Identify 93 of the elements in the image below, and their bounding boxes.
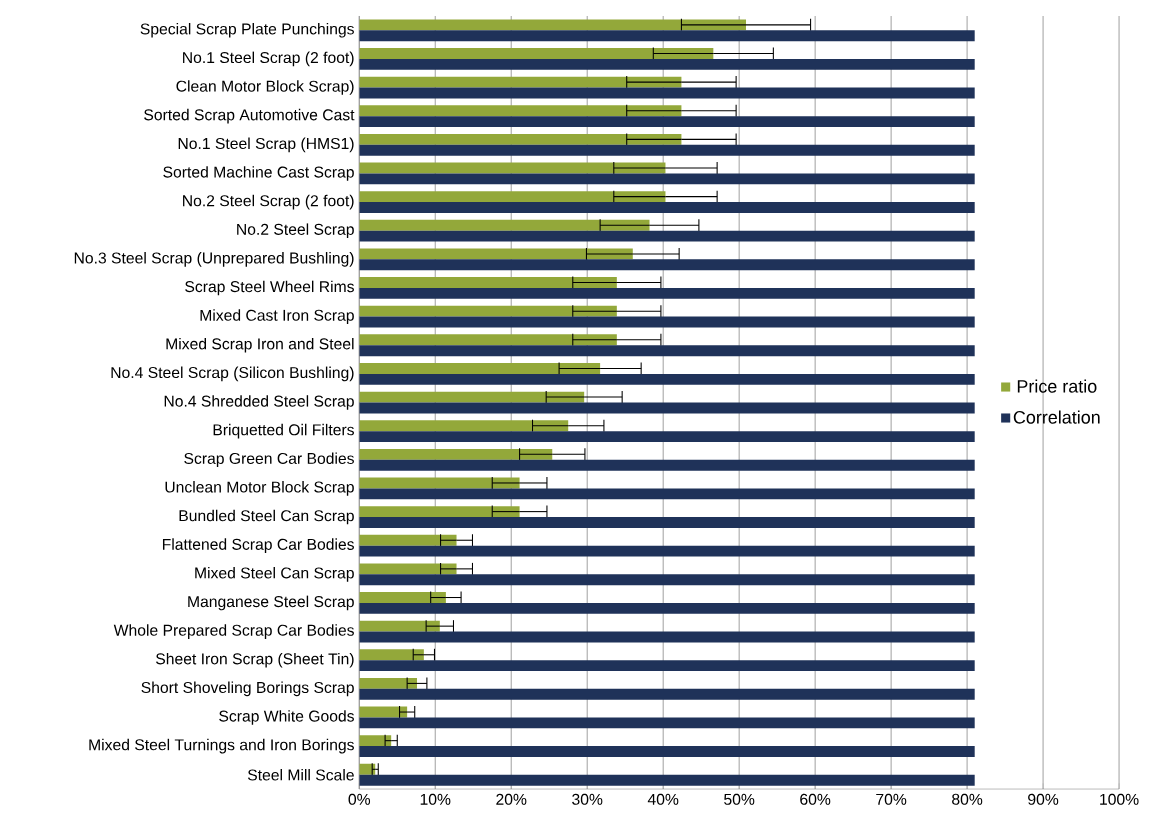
bar xyxy=(359,345,975,357)
bar xyxy=(359,689,975,700)
y-tick-label: No.1 Steel Scrap (2 foot) xyxy=(183,51,354,67)
y-tick-label: Steel Mill Scale xyxy=(247,769,354,781)
bar xyxy=(359,449,553,460)
bar xyxy=(359,534,457,546)
bar xyxy=(359,678,418,690)
y-tick-label: No.2 Steel Scrap (2 foot) xyxy=(183,194,354,210)
bar xyxy=(359,30,975,42)
bar xyxy=(359,391,585,403)
y-tick-label: Briquetted Oil Filters xyxy=(213,424,354,439)
y-tick-label: Sorted Scrap Automotive Cast xyxy=(144,109,355,124)
y-tick-label: Scrap Green Car Bodies xyxy=(184,452,354,468)
bar xyxy=(359,230,975,242)
bar xyxy=(359,746,975,758)
y-tick-label: Special Scrap Plate Punchings xyxy=(140,23,354,38)
x-tick-label: 0% xyxy=(348,793,371,806)
bar xyxy=(359,288,975,300)
y-tick-label: Whole Prepared Scrap Car Bodies xyxy=(113,624,354,640)
bar xyxy=(359,603,975,614)
y-tick-label: Sorted Machine Cast Scrap xyxy=(163,166,354,181)
y-tick-label: Flattened Scrap Car Bodies xyxy=(162,538,354,554)
bar xyxy=(359,620,440,632)
bar xyxy=(359,305,617,317)
bar xyxy=(359,717,975,729)
bar xyxy=(359,162,666,174)
bar xyxy=(359,735,392,747)
x-tick-label: 80% xyxy=(952,793,983,806)
bar xyxy=(359,517,975,529)
bar xyxy=(359,420,569,432)
x-tick-label: 100% xyxy=(1100,793,1139,806)
y-tick-label: Mixed Scrap Iron and Steel xyxy=(166,338,354,353)
bar xyxy=(359,220,650,231)
bar xyxy=(359,277,617,289)
bar xyxy=(359,191,666,203)
x-tick-label: 10% xyxy=(420,793,451,806)
bar xyxy=(359,459,975,471)
bar xyxy=(359,19,746,31)
y-tick-label: Mixed Cast Iron Scrap xyxy=(200,309,354,325)
x-tick-label: 60% xyxy=(800,793,831,806)
bar xyxy=(359,431,975,443)
y-tick-label: Unclean Motor Block Scrap xyxy=(165,481,354,496)
bar xyxy=(359,631,975,643)
bar xyxy=(359,506,520,518)
y-tick-label: Scrap Steel Wheel Rims xyxy=(185,280,354,296)
bar xyxy=(359,173,975,185)
bar xyxy=(359,334,617,346)
legend-label: Price ratio xyxy=(1017,379,1097,393)
bar xyxy=(359,59,975,70)
x-tick-label: 40% xyxy=(647,793,679,806)
y-tick-label: Clean Motor Block Scrap) xyxy=(176,80,354,96)
y-tick-label: Bundled Steel Can Scrap xyxy=(179,509,354,525)
bar xyxy=(359,706,408,718)
x-tick-label: 70% xyxy=(876,793,907,806)
bar xyxy=(359,649,424,661)
bar xyxy=(359,116,975,128)
y-tick-label: No.2 Steel Scrap xyxy=(237,223,354,239)
bar xyxy=(359,774,975,786)
bar xyxy=(359,764,376,775)
bar xyxy=(359,87,975,99)
legend-label: Correlation xyxy=(1013,410,1100,424)
bar xyxy=(359,316,975,328)
x-tick-label: 50% xyxy=(724,793,755,806)
bar xyxy=(359,563,457,575)
y-tick-label: Manganese Steel Scrap xyxy=(188,595,354,611)
y-tick-label: Sheet Iron Scrap (Sheet Tin) xyxy=(156,653,354,668)
y-tick-label: No.4 Shredded Steel Scrap xyxy=(164,395,354,410)
bar xyxy=(359,134,682,145)
x-tick-label: 30% xyxy=(572,793,603,806)
x-tick-label: 90% xyxy=(1028,793,1059,806)
bar xyxy=(359,402,975,414)
bar xyxy=(359,144,975,156)
bar xyxy=(359,48,714,60)
bar xyxy=(359,105,682,117)
bar xyxy=(359,76,682,88)
y-tick-label: Short Shoveling Borings Scrap xyxy=(141,681,354,697)
y-tick-label: No.4 Steel Scrap (Silicon Bushling) xyxy=(111,366,354,382)
bar xyxy=(359,545,975,557)
x-tick-label: 20% xyxy=(496,793,527,806)
bar xyxy=(359,363,601,375)
y-tick-label: Mixed Steel Turnings and Iron Borings xyxy=(89,738,354,754)
bar xyxy=(359,202,975,214)
y-tick-label: Scrap White Goods xyxy=(219,710,354,725)
bar xyxy=(359,374,975,385)
y-tick-label: Mixed Steel Can Scrap xyxy=(195,567,354,582)
bar xyxy=(359,592,446,604)
bar xyxy=(359,248,633,260)
bar xyxy=(359,574,975,586)
bar xyxy=(359,259,975,271)
y-tick-label: No.3 Steel Scrap (Unprepared Bushling) xyxy=(74,252,354,267)
bar xyxy=(359,488,975,500)
bar xyxy=(359,660,975,672)
y-tick-label: No.1 Steel Scrap (HMS1) xyxy=(178,137,354,153)
